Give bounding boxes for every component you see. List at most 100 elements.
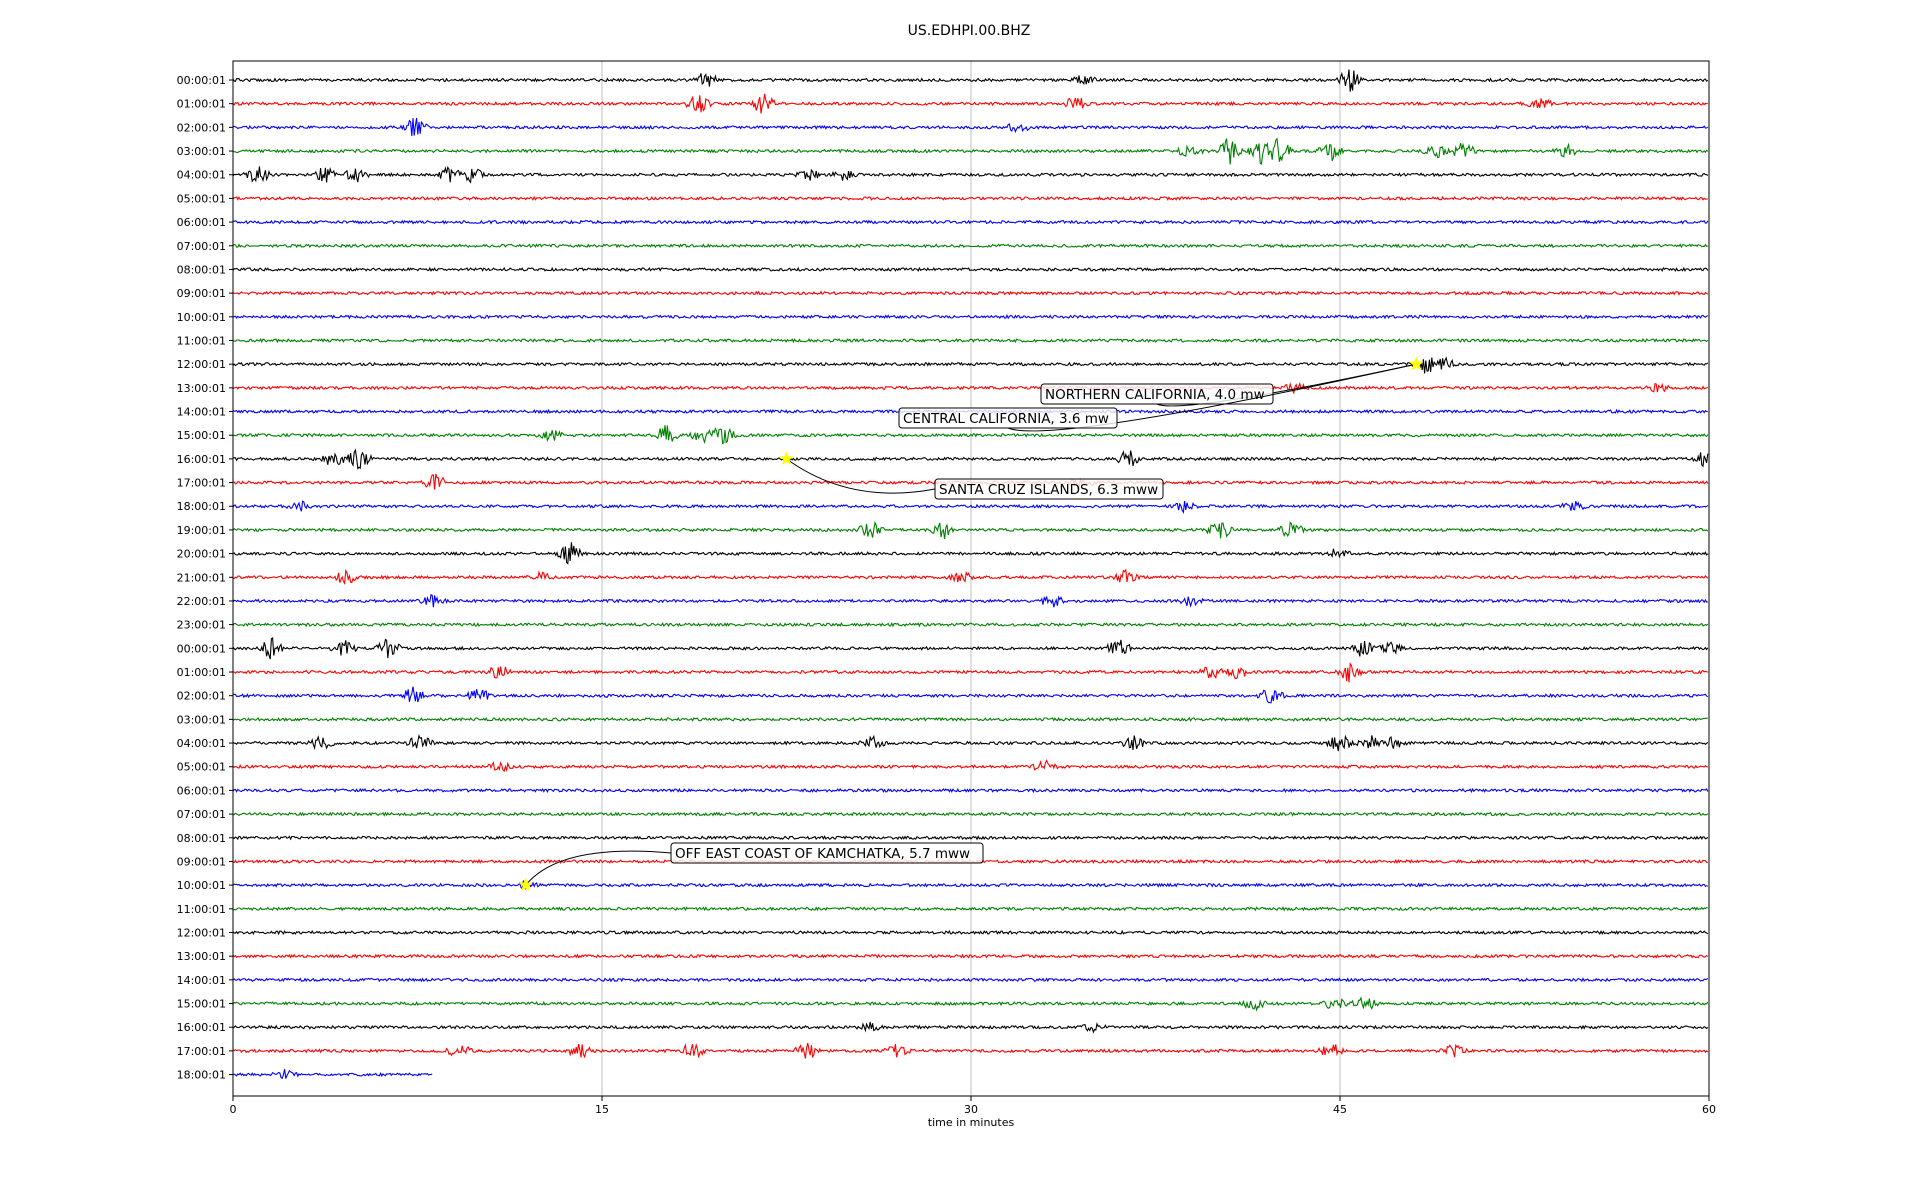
seismic-trace	[232, 137, 1709, 165]
seismic-trace	[232, 314, 1709, 320]
row-label: 13:00:01	[177, 382, 226, 395]
row-label: 16:00:01	[177, 453, 226, 466]
event-annotation: SANTA CRUZ ISLANDS, 6.3 mww	[779, 451, 1164, 500]
seismic-trace	[232, 290, 1709, 296]
seismic-trace	[232, 733, 1709, 752]
event-star-icon	[779, 451, 794, 466]
event-label: NORTHERN CALIFORNIA, 4.0 mw	[1045, 387, 1265, 403]
row-label: 20:00:01	[177, 548, 226, 561]
seismic-trace	[232, 337, 1709, 344]
row-labels: 00:00:01 01:00:01 02:00:01 03:00:01 04:00:01…	[177, 74, 233, 1082]
row-label: 00:00:01	[177, 642, 226, 655]
seismic-trace	[232, 93, 1709, 114]
annotation-box	[934, 478, 1164, 500]
vertical-grid	[601, 61, 1341, 1096]
seismic-trace	[232, 1042, 1709, 1059]
row-label: 11:00:01	[177, 903, 226, 916]
seismic-trace	[232, 381, 1709, 395]
row-label: 02:00:01	[177, 690, 226, 703]
seismic-trace	[232, 425, 1709, 445]
x-tick-label: 45	[1333, 1103, 1347, 1116]
row-label: 15:00:01	[177, 429, 226, 442]
seismic-trace	[232, 165, 1709, 184]
seismic-trace	[232, 1021, 1709, 1034]
event-label: SANTA CRUZ ISLANDS, 6.3 mww	[939, 482, 1158, 498]
seismic-trace	[232, 448, 1709, 470]
seismic-trace	[232, 542, 1709, 565]
row-label: 11:00:01	[177, 334, 226, 347]
seismic-trace	[232, 716, 1708, 723]
row-label: 10:00:01	[177, 879, 226, 892]
event-annotations: NORTHERN CALIFORNIA, 4.0 mw CENTRAL CALIF…	[518, 356, 1424, 892]
x-tick-label: 0	[230, 1103, 237, 1116]
row-label: 07:00:01	[177, 808, 226, 821]
seismic-trace	[232, 266, 1709, 272]
annotation-connector	[1007, 363, 1417, 432]
seismic-trace	[232, 977, 1709, 983]
row-label: 03:00:01	[177, 713, 226, 726]
seismic-trace	[232, 621, 1709, 628]
seismic-trace	[232, 1069, 433, 1080]
row-label: 04:00:01	[177, 169, 226, 182]
row-label: 18:00:01	[177, 500, 226, 513]
x-tick-label: 60	[1702, 1103, 1716, 1116]
row-label: 09:00:01	[177, 855, 226, 868]
row-label: 21:00:01	[177, 571, 226, 584]
event-label: CENTRAL CALIFORNIA, 3.6 mw	[903, 411, 1109, 427]
event-star-icon	[518, 877, 534, 892]
seismic-trace	[233, 686, 1709, 704]
row-label: 23:00:01	[177, 619, 226, 632]
x-axis-label: time in minutes	[928, 1116, 1015, 1129]
annotation-box	[1040, 383, 1274, 405]
row-label: 22:00:01	[177, 595, 226, 608]
x-tick-label: 15	[595, 1103, 609, 1116]
chart-title: US.EDHPI.00.BHZ	[908, 23, 1031, 39]
seismic-trace	[232, 787, 1709, 794]
row-label: 16:00:01	[177, 1021, 226, 1034]
row-label: 17:00:01	[177, 1045, 226, 1058]
row-label: 06:00:01	[177, 216, 226, 229]
event-label: OFF EAST COAST OF KAMCHATKA, 5.7 mww	[675, 846, 970, 862]
row-label: 04:00:01	[177, 737, 226, 750]
row-label: 07:00:01	[177, 240, 226, 253]
seismic-trace	[232, 835, 1709, 841]
seismic-trace	[232, 637, 1709, 660]
event-annotation: OFF EAST COAST OF KAMCHATKA, 5.7 mww	[518, 842, 984, 892]
seismic-trace	[232, 811, 1709, 817]
row-label: 09:00:01	[177, 287, 226, 300]
event-annotation: NORTHERN CALIFORNIA, 4.0 mw	[1040, 356, 1424, 407]
row-label: 05:00:01	[177, 761, 226, 774]
row-label: 19:00:01	[177, 524, 226, 537]
seismic-trace	[232, 219, 1709, 225]
row-label: 05:00:01	[177, 192, 226, 205]
row-label: 08:00:01	[177, 832, 226, 845]
row-label: 15:00:01	[177, 998, 226, 1011]
seismic-trace	[232, 500, 1709, 514]
seismic-trace	[232, 953, 1709, 959]
row-label: 13:00:01	[177, 950, 226, 963]
x-tick-label: 30	[964, 1103, 978, 1116]
row-label: 01:00:01	[177, 666, 226, 679]
seismic-trace	[232, 243, 1708, 249]
row-label: 08:00:01	[177, 263, 226, 276]
seismic-trace	[232, 195, 1708, 202]
row-label: 01:00:01	[177, 98, 226, 111]
annotation-connector	[525, 850, 672, 886]
row-label: 14:00:01	[177, 974, 226, 987]
row-label: 00:00:01	[177, 74, 226, 87]
seismic-trace	[232, 759, 1709, 773]
seismic-trace	[232, 906, 1708, 912]
annotation-box	[898, 407, 1118, 429]
plot-frame	[232, 60, 1710, 1097]
row-label: 14:00:01	[177, 406, 226, 419]
seismic-trace	[232, 117, 1709, 137]
row-label: 17:00:01	[177, 477, 226, 490]
row-label: 18:00:01	[177, 1069, 226, 1082]
x-axis-ticks: 0 15 30 45 60	[230, 1096, 1716, 1116]
row-label: 02:00:01	[177, 121, 226, 134]
row-label: 12:00:01	[177, 358, 226, 371]
seismic-trace	[232, 568, 1709, 586]
seismic-trace	[232, 594, 1708, 608]
row-label: 03:00:01	[177, 145, 226, 158]
seismic-trace	[232, 880, 1709, 891]
